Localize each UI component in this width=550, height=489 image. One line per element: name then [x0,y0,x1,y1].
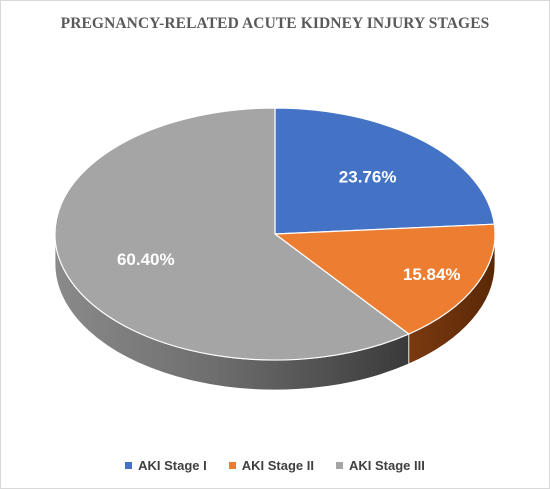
pie-slice-2 [273,223,496,335]
legend-item-stage-3: AKI Stage III [336,458,425,473]
pie-data-label-3: 60.40% [117,250,175,269]
chart-legend: AKI Stage I AKI Stage II AKI Stage III [1,458,549,473]
legend-label: AKI Stage III [349,458,425,473]
legend-item-stage-1: AKI Stage I [125,458,207,473]
legend-label: AKI Stage II [241,458,314,473]
legend-item-stage-2: AKI Stage II [228,458,314,473]
pie-data-label-2: 15.84% [403,265,461,284]
pie-slice-3 [54,107,410,361]
legend-label: AKI Stage I [138,458,207,473]
legend-swatch [228,462,236,469]
chart-title: PREGNANCY-RELATED ACUTE KIDNEY INJURY ST… [60,15,490,32]
legend-swatch [125,462,133,469]
pie-data-label-1: 23.76% [339,168,397,187]
pie-slice-1 [274,107,496,235]
legend-swatch [336,462,343,469]
